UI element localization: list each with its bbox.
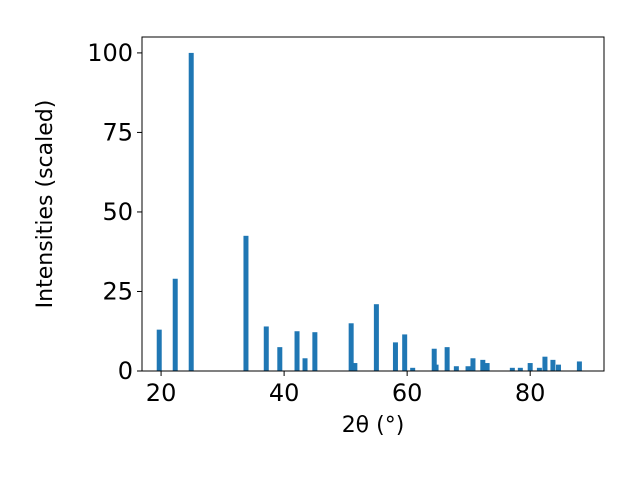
bar <box>480 359 486 371</box>
bar <box>263 326 269 371</box>
bar <box>302 358 308 371</box>
bar <box>444 347 450 371</box>
bar <box>453 366 459 371</box>
bar <box>536 367 542 371</box>
y-tick-label: 50 <box>102 198 133 226</box>
y-axis-label: Intensities (scaled) <box>33 100 58 309</box>
bar <box>433 364 439 371</box>
bar <box>555 364 561 371</box>
bar <box>243 235 249 371</box>
bar <box>352 363 358 371</box>
bar <box>576 361 582 371</box>
bar <box>277 347 283 371</box>
bar <box>312 332 318 371</box>
bar <box>156 329 162 371</box>
bar <box>348 323 354 371</box>
bar <box>188 52 194 372</box>
bar <box>392 342 398 371</box>
bar <box>172 278 178 371</box>
bar <box>484 363 490 371</box>
x-tick-label: 40 <box>269 379 300 407</box>
x-tick-label: 60 <box>392 379 423 407</box>
x-axis-label: 2θ (°) <box>342 413 405 438</box>
bar <box>527 363 533 371</box>
bar <box>410 367 416 371</box>
bar <box>465 366 471 371</box>
bar <box>294 331 300 371</box>
bar <box>509 367 515 371</box>
x-tick-label: 20 <box>146 379 177 407</box>
y-tick-label: 25 <box>102 277 133 305</box>
y-tick-label: 75 <box>102 118 133 146</box>
bar <box>517 367 523 371</box>
bar <box>470 358 476 371</box>
bar <box>402 334 408 371</box>
bar <box>542 356 548 371</box>
y-tick-label: 100 <box>87 39 133 67</box>
y-tick-label: 0 <box>118 357 133 385</box>
bar <box>550 359 556 371</box>
x-tick-label: 80 <box>515 379 546 407</box>
plot-frame <box>141 36 605 372</box>
bar <box>373 304 379 371</box>
bar <box>431 348 437 371</box>
